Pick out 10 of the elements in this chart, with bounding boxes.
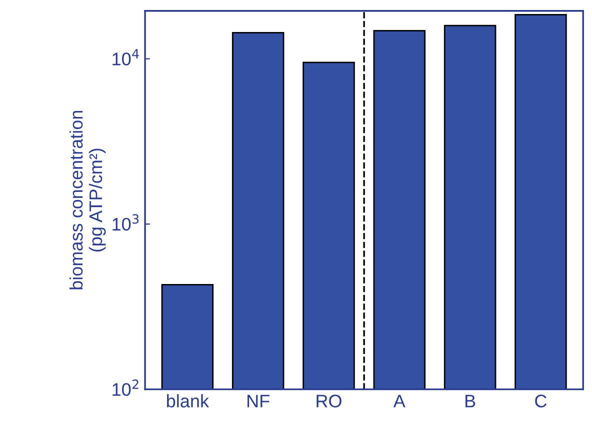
y-tick-label: 10$^{4}$ bbox=[112, 49, 139, 66]
x-tick-label: C bbox=[535, 394, 547, 408]
y-tick-label: 10$^{3}$ bbox=[112, 214, 139, 231]
x-tick-label: NF bbox=[248, 394, 270, 408]
x-tick-label: B bbox=[466, 394, 476, 408]
y-axis-title: biomass concentration (pg ATP/cm²) bbox=[69, 110, 106, 290]
x-tick-label: blank bbox=[167, 394, 210, 408]
x-tick-label: RO bbox=[316, 394, 342, 408]
x-tick-label: A bbox=[393, 394, 406, 408]
y-tick-label: 10$^{2}$ bbox=[112, 379, 138, 396]
